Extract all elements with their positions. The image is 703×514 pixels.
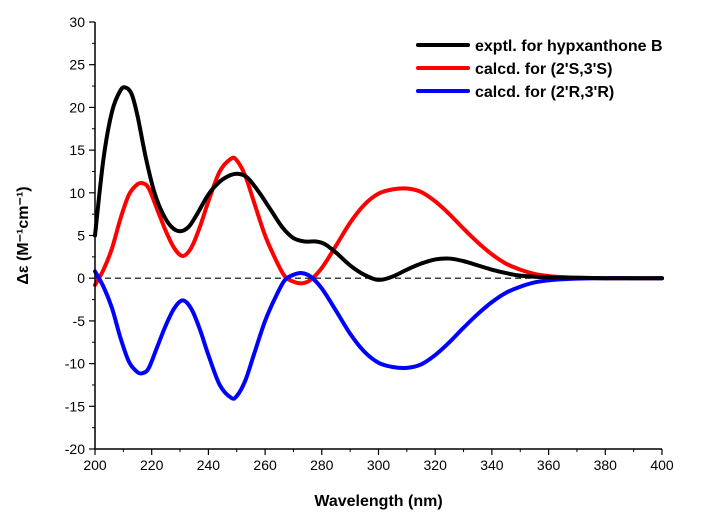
x-tick-label: 220 — [140, 457, 164, 473]
y-tick-label: 20 — [69, 99, 85, 115]
y-tick-label: -20 — [65, 441, 85, 457]
x-tick-label: 260 — [253, 457, 277, 473]
legend: exptl. for hypxanthone B calcd. for (2'S,… — [416, 38, 663, 101]
y-tick-label: 30 — [69, 14, 85, 30]
y-tick-label: 0 — [77, 270, 85, 286]
y-tick-label: 25 — [69, 57, 85, 73]
x-tick-label: 300 — [367, 457, 391, 473]
x-tick-label: 200 — [83, 457, 107, 473]
y-tick-label: 15 — [69, 142, 85, 158]
y-tick-label: 5 — [77, 228, 85, 244]
y-tick-label: -15 — [65, 398, 85, 414]
x-tick-label: 360 — [537, 457, 561, 473]
x-tick-label: 280 — [310, 457, 334, 473]
x-tick-label: 380 — [594, 457, 618, 473]
x-tick-label: 240 — [197, 457, 221, 473]
y-tick-label: -5 — [73, 313, 86, 329]
legend-entry-exptl-label: exptl. for hypxanthone B — [475, 38, 663, 55]
y-tick-label: 10 — [69, 185, 85, 201]
legend-entry-calcd-ss-label: calcd. for (2'S,3'S) — [475, 61, 612, 78]
y-axis-title: Δε (M⁻¹cm⁻¹) — [15, 186, 32, 284]
series-layer — [93, 85, 664, 401]
y-tick-label: -10 — [65, 356, 85, 372]
series-calcd-ss-line — [93, 155, 664, 288]
x-tick-label: 400 — [650, 457, 674, 473]
series-exptl-line — [93, 85, 664, 282]
axes-layer: 200 220 240 260 280 300 320 340 360 380 400-20-15-… — [65, 14, 674, 473]
legend-entry-calcd-rr-label: calcd. for (2'R,3'R) — [475, 84, 614, 101]
x-tick-label: 320 — [424, 457, 448, 473]
series-calcd-rr-line — [93, 269, 664, 401]
x-axis-title: Wavelength (nm) — [314, 493, 442, 510]
x-tick-label: 340 — [480, 457, 504, 473]
